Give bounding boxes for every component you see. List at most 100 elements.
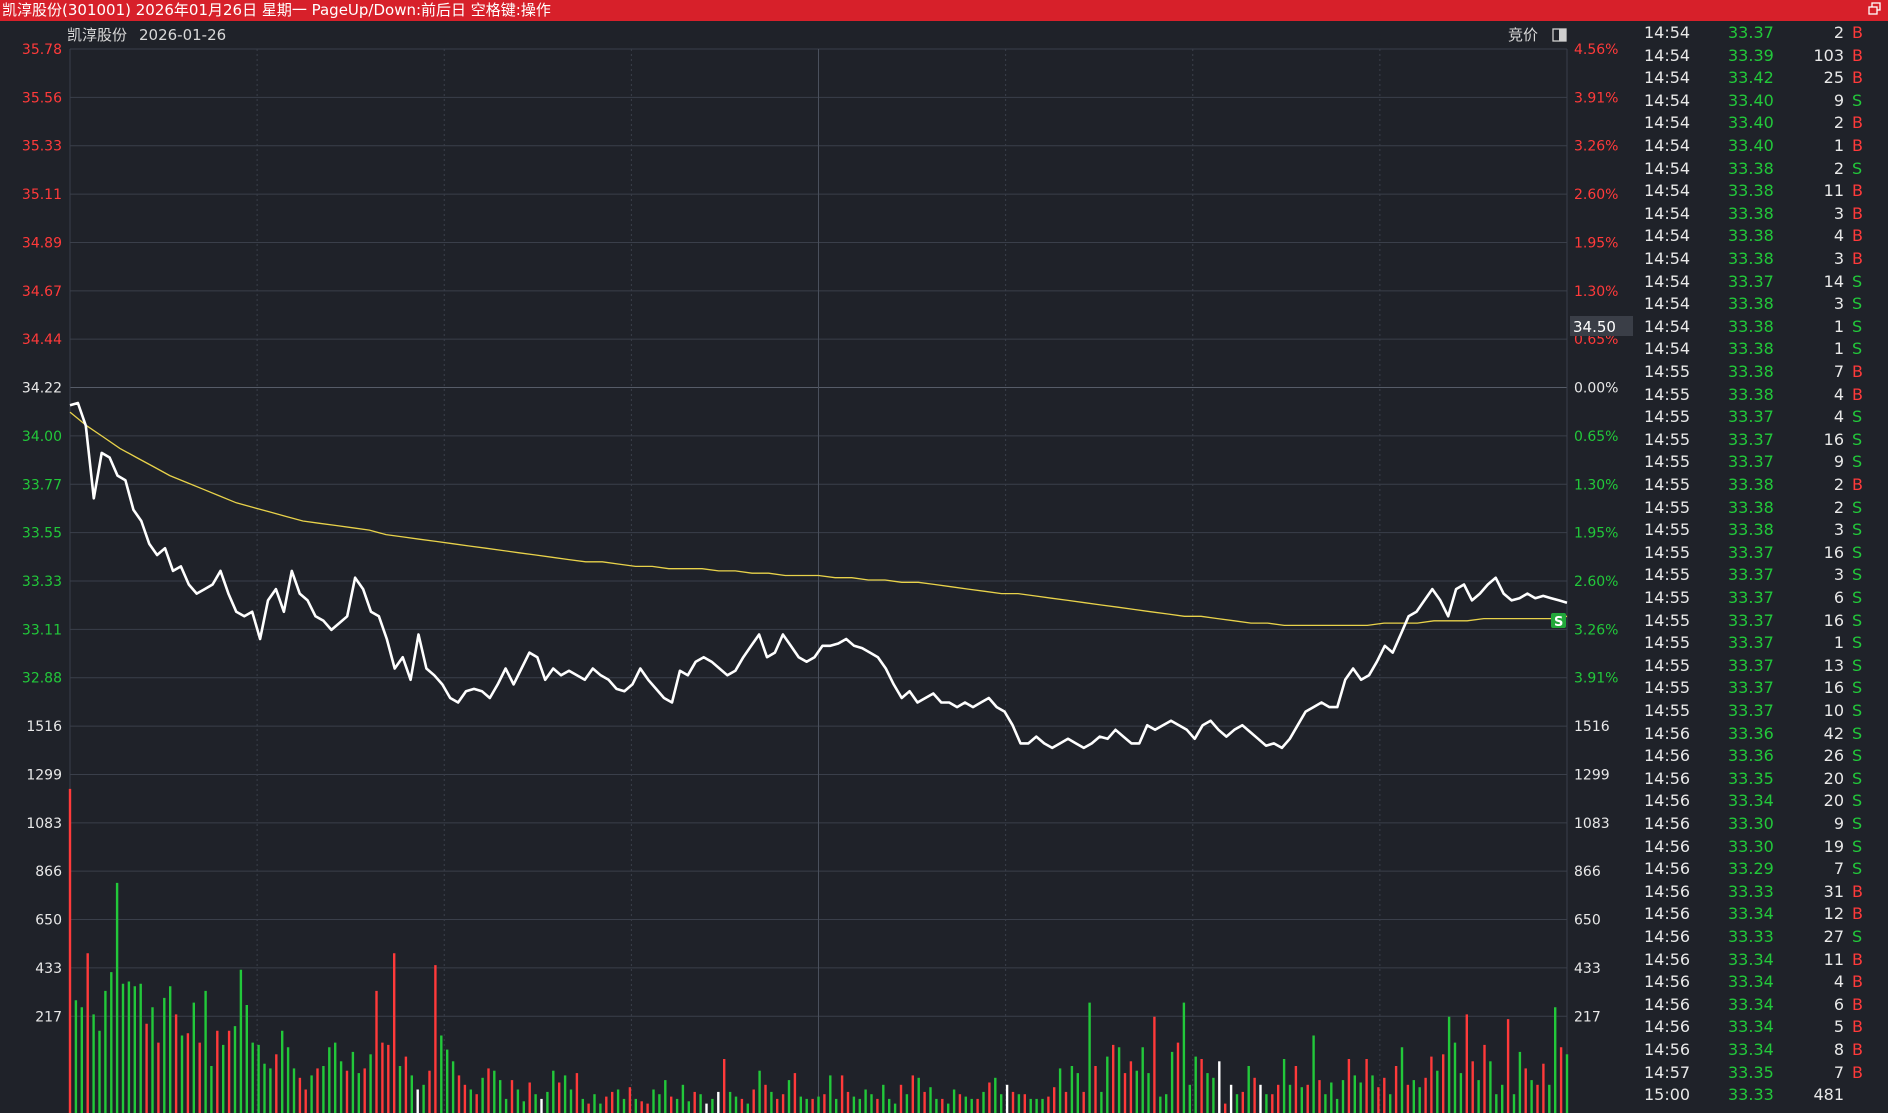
tick-price: 33.37: [1728, 655, 1774, 675]
pct-tick-label: 2.60%: [1574, 574, 1618, 590]
tick-direction: B: [1852, 181, 1863, 201]
tick-direction: S: [1852, 452, 1863, 472]
tick-row: 14:54 33.42 25 B: [1640, 67, 1888, 89]
tick-time: 14:54: [1644, 23, 1691, 42]
tick-row: 14:55 33.37 3 S: [1640, 564, 1888, 586]
tick-price: 33.37: [1728, 633, 1774, 653]
tick-price: 33.37: [1728, 701, 1774, 720]
tick-volume: 2: [1833, 475, 1844, 494]
tick-list[interactable]: 14:54 33.37 2 B 14:54 33.39 103 B 14:54 33.42 25 B 1…: [1640, 21, 1888, 1113]
tick-row: 14:56 33.30 9 S: [1640, 813, 1888, 835]
stock-name: 凯淳股份: [67, 26, 127, 44]
tick-direction: B: [1852, 994, 1863, 1014]
tick-volume: 26: [1823, 746, 1844, 766]
tick-volume: 481: [1813, 1085, 1844, 1105]
tick-row: 14:55 33.37 16 S: [1640, 542, 1888, 564]
price-tick-label: 33.33: [22, 574, 62, 590]
tick-row: 14:54 33.38 2 S: [1640, 158, 1888, 180]
auction-button[interactable]: 竞价: [1508, 26, 1538, 44]
price-tick-label: 35.78: [22, 42, 62, 58]
pct-tick-label: 3.91%: [1574, 90, 1618, 106]
price-tick-label: 33.55: [22, 526, 62, 542]
tick-volume: 16: [1823, 429, 1844, 449]
tick-row: 14:57 33.35 7 B: [1640, 1062, 1888, 1084]
tick-price: 33.38: [1728, 158, 1774, 178]
tick-volume: 11: [1823, 949, 1844, 969]
tick-direction: S: [1852, 407, 1863, 427]
tick-time: 14:56: [1644, 1040, 1691, 1059]
tick-volume: 3: [1833, 294, 1844, 314]
tick-row: 14:56 33.34 5 B: [1640, 1016, 1888, 1038]
tick-price: 33.42: [1728, 68, 1774, 88]
tick-row: 14:56 33.34 4 B: [1640, 971, 1888, 993]
tick-time: 14:55: [1644, 588, 1691, 607]
tick-direction: S: [1852, 746, 1863, 766]
tick-direction: B: [1852, 1062, 1863, 1082]
tick-time: 14:55: [1644, 542, 1691, 562]
tick-time: 14:55: [1644, 678, 1691, 698]
tick-price: 33.37: [1728, 542, 1774, 562]
tick-volume: 16: [1823, 542, 1844, 562]
tick-direction: S: [1852, 859, 1863, 879]
tick-price: 33.38: [1728, 203, 1774, 223]
price-tick-label: 34.67: [22, 284, 62, 300]
panel-toggle-icon[interactable]: [1552, 28, 1567, 42]
tick-price: 33.37: [1728, 588, 1774, 607]
tick-direction: B: [1852, 384, 1863, 404]
tick-time: 14:54: [1644, 339, 1691, 359]
tick-volume: 3: [1833, 565, 1844, 585]
tick-price: 33.37: [1728, 452, 1774, 472]
tick-direction: B: [1852, 972, 1863, 992]
tick-row: 14:54 33.38 3 B: [1640, 248, 1888, 270]
tick-row: 14:54 33.40 1 B: [1640, 135, 1888, 157]
tick-row: 14:56 33.33 27 S: [1640, 926, 1888, 948]
tick-direction: S: [1852, 610, 1863, 630]
tick-row: 14:56 33.36 26 S: [1640, 745, 1888, 767]
restore-window-icon[interactable]: [1868, 2, 1882, 16]
tick-direction: S: [1852, 588, 1863, 607]
tick-row: 14:56 33.34 8 B: [1640, 1039, 1888, 1061]
intraday-chart[interactable]: 35.78 35.56 35.33 35.11 34.89 34.67 34.44 34.22…: [0, 21, 1640, 1113]
tick-volume: 20: [1823, 768, 1844, 788]
tick-price: 33.37: [1728, 610, 1774, 630]
tick-volume: 2: [1833, 497, 1844, 517]
tick-price: 33.38: [1728, 362, 1774, 381]
tick-price: 33.30: [1728, 836, 1774, 856]
tick-row: 14:54 33.38 11 B: [1640, 180, 1888, 202]
tick-price: 33.37: [1728, 271, 1774, 291]
tick-row: 14:56 33.30 19 S: [1640, 836, 1888, 858]
tick-time: 14:54: [1644, 316, 1691, 336]
tick-price: 33.40: [1728, 136, 1774, 155]
tick-time: 14:56: [1644, 723, 1691, 743]
tick-time: 14:54: [1644, 203, 1691, 223]
tick-time: 14:54: [1644, 90, 1691, 110]
tick-row: 15:00 33.33 481: [1640, 1084, 1888, 1106]
tick-volume: 16: [1823, 678, 1844, 698]
tick-row: 14:55 33.37 1 S: [1640, 632, 1888, 654]
tick-price: 33.39: [1728, 45, 1774, 65]
tick-price: 33.37: [1728, 565, 1774, 585]
tick-price: 33.38: [1728, 520, 1774, 540]
tick-time: 14:56: [1644, 927, 1691, 946]
volume-tick-label-right: 1516: [1574, 719, 1610, 735]
tick-price: 33.29: [1728, 859, 1774, 879]
tick-row: 14:56 33.33 31 B: [1640, 881, 1888, 903]
pct-tick-label: 3.26%: [1574, 622, 1618, 638]
volume-tick-label: 650: [35, 913, 62, 929]
tick-volume: 103: [1813, 45, 1844, 65]
tick-volume: 3: [1833, 520, 1844, 540]
tick-volume: 3: [1833, 203, 1844, 223]
tick-direction: S: [1852, 429, 1863, 449]
tick-time: 14:55: [1644, 520, 1691, 540]
tick-row: 14:55 33.37 9 S: [1640, 451, 1888, 473]
tick-price: 33.38: [1728, 249, 1774, 268]
tick-price: 33.37: [1728, 678, 1774, 698]
tick-time: 14:56: [1644, 1017, 1691, 1037]
volume-tick-label: 217: [35, 1009, 62, 1025]
tick-time: 14:56: [1644, 994, 1691, 1014]
tick-price: 33.35: [1728, 1062, 1774, 1082]
volume-tick-label: 433: [35, 961, 62, 977]
tick-volume: 2: [1833, 158, 1844, 178]
tick-row: 14:55 33.38 4 B: [1640, 384, 1888, 406]
tick-volume: 42: [1823, 723, 1844, 743]
